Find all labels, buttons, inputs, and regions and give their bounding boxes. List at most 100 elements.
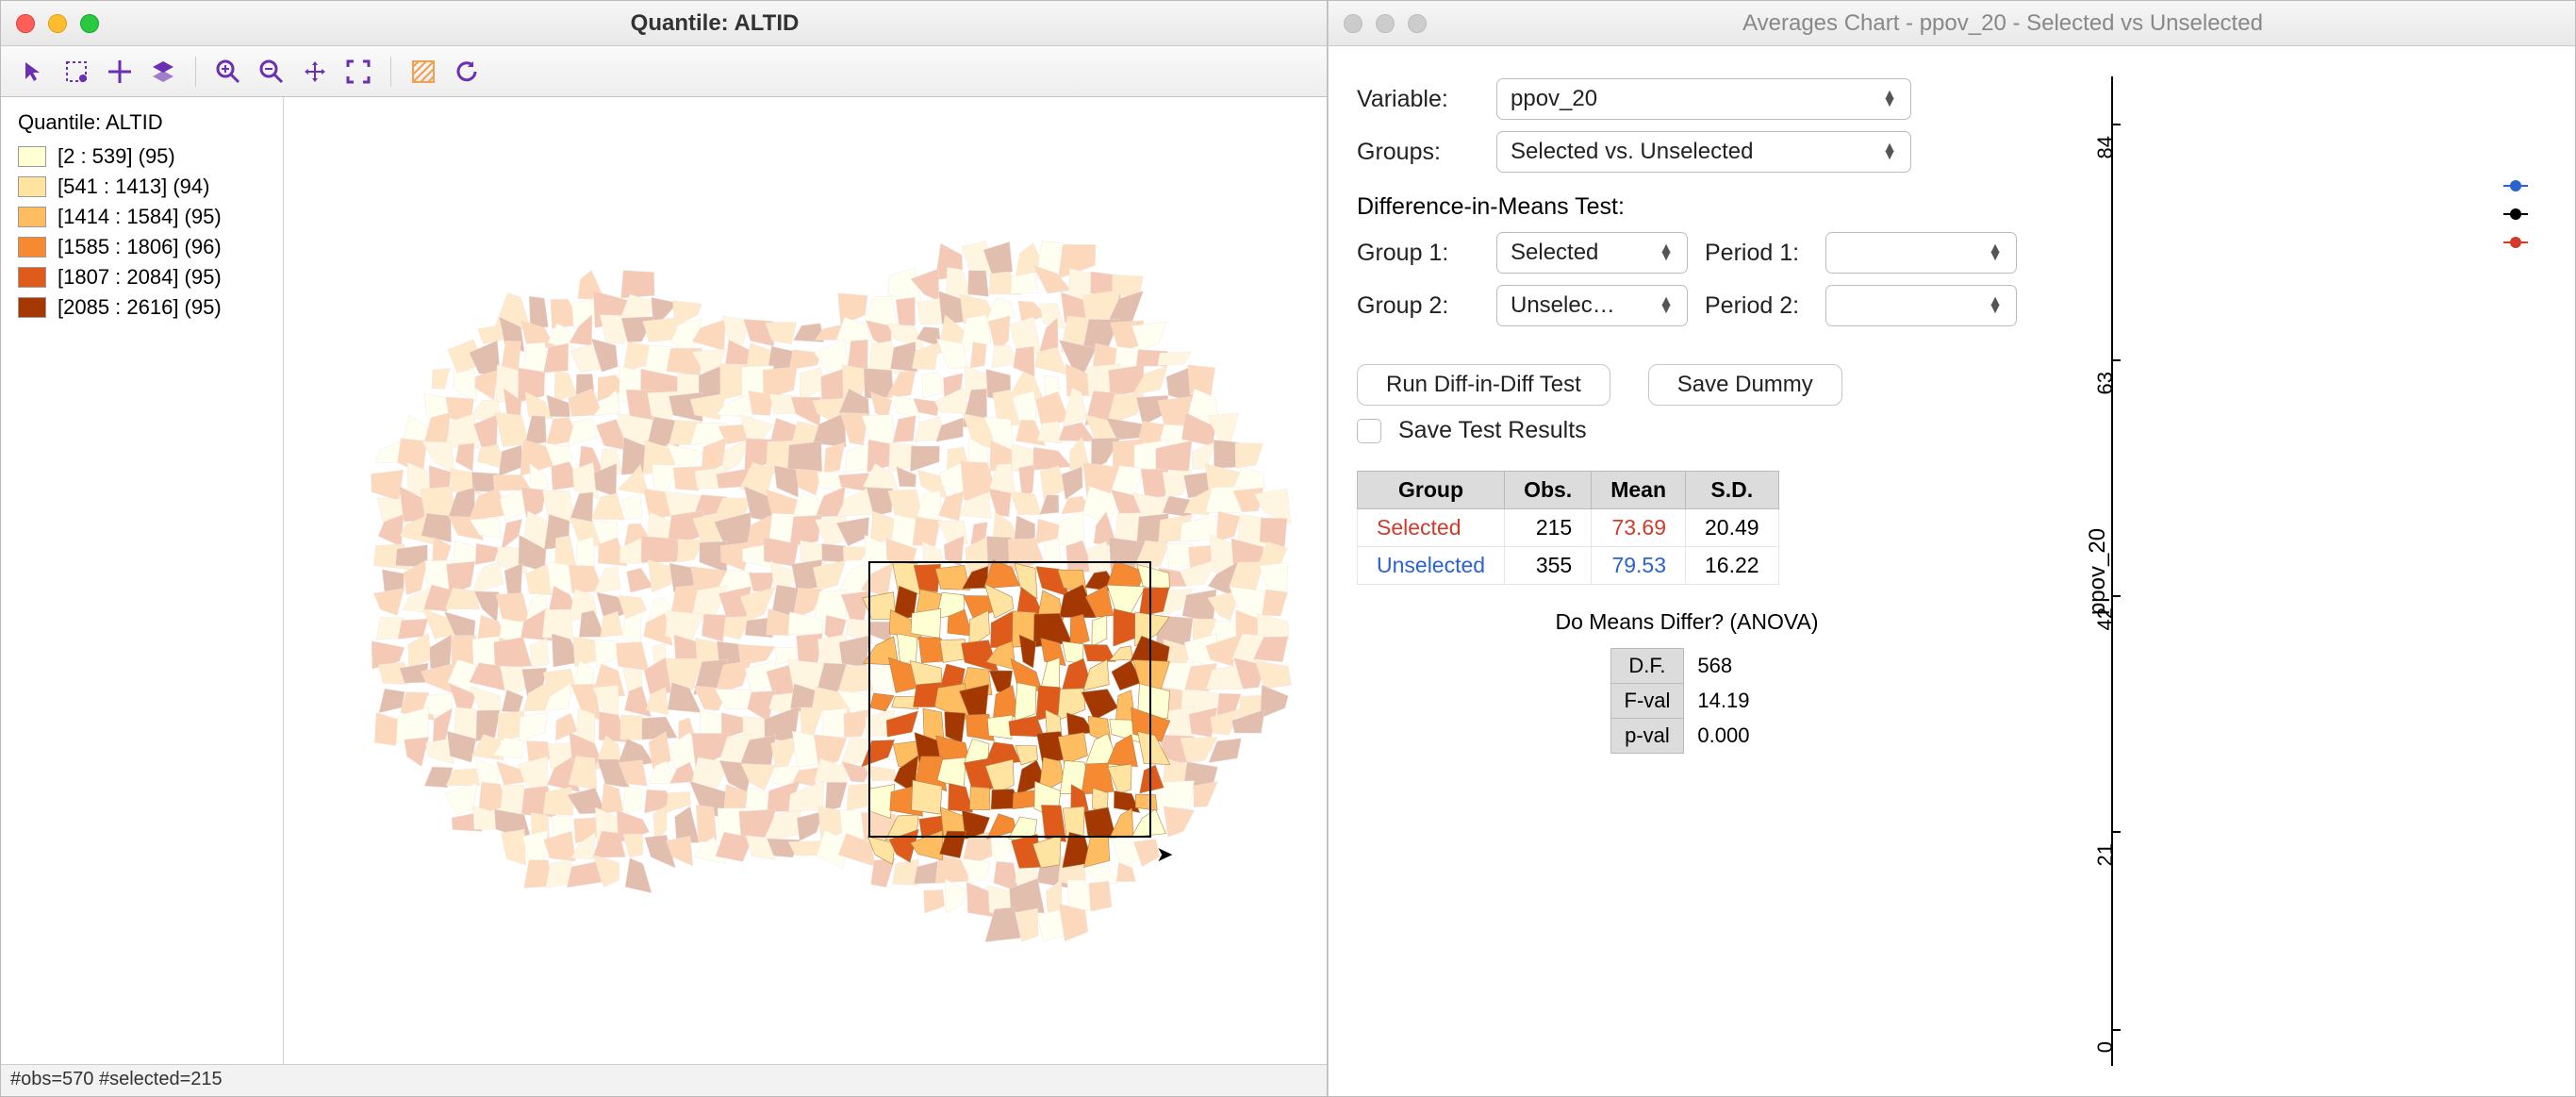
groups-label: Groups: xyxy=(1357,139,1479,166)
variable-select[interactable]: ppov_20 ▲▼ xyxy=(1496,78,1911,120)
table-row: Selected21573.6920.49 xyxy=(1358,509,1779,547)
close-icon[interactable] xyxy=(1344,14,1362,33)
save-results-label: Save Test Results xyxy=(1398,417,1587,444)
table-header: Mean xyxy=(1592,472,1686,509)
select-rect-icon[interactable] xyxy=(58,53,95,91)
legend-swatch xyxy=(18,267,46,288)
layers-icon[interactable] xyxy=(144,53,182,91)
y-tick-label: 42 xyxy=(2093,607,2118,660)
legend-label: [1414 : 1584] (95) xyxy=(58,205,222,229)
table-header: Group xyxy=(1358,472,1505,509)
save-dummy-button[interactable]: Save Dummy xyxy=(1648,364,1842,406)
status-bar: #obs=570 #selected=215 xyxy=(1,1064,1327,1096)
close-icon[interactable] xyxy=(16,14,35,33)
anova-title: Do Means Differ? (ANOVA) xyxy=(1357,609,2017,635)
anova-row: F-val14.19 xyxy=(1610,684,1763,719)
y-tick-label: 84 xyxy=(2093,136,2118,189)
window-title: Quantile: ALTID xyxy=(118,10,1312,37)
map-canvas[interactable]: ➤ xyxy=(284,97,1327,1064)
legend-row[interactable]: [1585 : 1806] (96) xyxy=(18,235,266,259)
legend-swatch xyxy=(18,237,46,258)
group2-select[interactable]: Unselec… ▲▼ xyxy=(1496,285,1688,326)
variable-label: Variable: xyxy=(1357,86,1479,113)
traffic-lights xyxy=(1344,14,1427,33)
zoom-icon[interactable] xyxy=(1408,14,1427,33)
legend-row[interactable]: [1807 : 2084] (95) xyxy=(18,265,266,290)
toolbar-separator xyxy=(390,57,391,87)
stats-table: GroupObs.MeanS.D. Selected21573.6920.49U… xyxy=(1357,471,1779,585)
legend-row[interactable]: [2085 : 2616] (95) xyxy=(18,295,266,320)
titlebar-right[interactable]: Averages Chart - ppov_20 - Selected vs U… xyxy=(1329,1,2575,46)
chevron-updown-icon: ▲▼ xyxy=(1659,245,1674,260)
legend-row[interactable]: [1414 : 1584] (95) xyxy=(18,205,266,229)
pan-icon[interactable] xyxy=(296,53,334,91)
legend-label: [2085 : 2616] (95) xyxy=(58,295,222,320)
zoom-in-icon[interactable] xyxy=(209,53,247,91)
hatch-icon[interactable] xyxy=(405,53,442,91)
chart-legend xyxy=(2503,180,2528,248)
toolbar-separator xyxy=(195,57,196,87)
legend-swatch xyxy=(18,146,46,167)
chevron-updown-icon: ▲▼ xyxy=(1882,144,1897,159)
zoom-icon[interactable] xyxy=(80,14,99,33)
group1-select[interactable]: Selected ▲▼ xyxy=(1496,232,1688,274)
y-tick-label: 21 xyxy=(2093,843,2118,896)
map-window: Quantile: ALTID xyxy=(0,0,1328,1097)
chevron-updown-icon: ▲▼ xyxy=(1988,298,2003,313)
group1-value: Selected xyxy=(1511,240,1598,266)
pointer-tool-icon[interactable] xyxy=(14,53,52,91)
legend-panel: Quantile: ALTID [2 : 539] (95) [541 : 141… xyxy=(1,97,284,1064)
legend-swatch xyxy=(18,297,46,318)
right-panel-body: Variable: ppov_20 ▲▼ Groups: Selected vs… xyxy=(1329,46,2575,1096)
window-title: Averages Chart - ppov_20 - Selected vs U… xyxy=(1445,10,2560,37)
selection-rectangle[interactable] xyxy=(868,561,1151,838)
anova-table: D.F.568F-val14.19p-val0.000 xyxy=(1610,648,1764,754)
chart-window: Averages Chart - ppov_20 - Selected vs U… xyxy=(1328,0,2576,1097)
run-diff-button[interactable]: Run Diff-in-Diff Test xyxy=(1357,364,1610,406)
legend-point xyxy=(2503,208,2528,220)
legend-label: [1585 : 1806] (96) xyxy=(58,235,222,259)
y-tick-label: 0 xyxy=(2093,1041,2118,1094)
groups-value: Selected vs. Unselected xyxy=(1511,139,1753,165)
variable-value: ppov_20 xyxy=(1511,86,1597,112)
legend-label: [1807 : 2084] (95) xyxy=(58,265,222,290)
period1-select[interactable]: ▲▼ xyxy=(1825,232,2017,274)
y-axis xyxy=(2111,76,2113,1066)
titlebar-left[interactable]: Quantile: ALTID xyxy=(1,1,1327,46)
y-tick-label: 63 xyxy=(2093,372,2118,424)
traffic-lights xyxy=(16,14,99,33)
refresh-icon[interactable] xyxy=(448,53,486,91)
legend-point xyxy=(2503,237,2528,248)
group2-value: Unselec… xyxy=(1511,292,1615,319)
zoom-out-icon[interactable] xyxy=(253,53,290,91)
fit-extent-icon[interactable] xyxy=(339,53,377,91)
minimize-icon[interactable] xyxy=(1376,14,1395,33)
dim-test-label: Difference-in-Means Test: xyxy=(1357,193,2017,221)
legend-row[interactable]: [2 : 539] (95) xyxy=(18,144,266,169)
table-header: S.D. xyxy=(1686,472,1779,509)
period2-select[interactable]: ▲▼ xyxy=(1825,285,2017,326)
table-header: Obs. xyxy=(1505,472,1592,509)
table-row: Unselected35579.5316.22 xyxy=(1358,547,1779,585)
controls-column: Variable: ppov_20 ▲▼ Groups: Selected vs… xyxy=(1357,67,2017,1075)
anova-row: D.F.568 xyxy=(1610,649,1763,684)
minimize-icon[interactable] xyxy=(48,14,67,33)
save-results-checkbox[interactable] xyxy=(1357,419,1381,443)
averages-chart: ppov_20 846342210 xyxy=(2045,67,2547,1075)
crosshair-icon[interactable] xyxy=(101,53,139,91)
chevron-updown-icon: ▲▼ xyxy=(1882,91,1897,107)
legend-label: [541 : 1413] (94) xyxy=(58,175,209,199)
chevron-updown-icon: ▲▼ xyxy=(1659,298,1674,313)
legend-title: Quantile: ALTID xyxy=(18,110,266,135)
legend-row[interactable]: [541 : 1413] (94) xyxy=(18,175,266,199)
period2-label: Period 2: xyxy=(1705,292,1808,320)
legend-point xyxy=(2503,180,2528,191)
group2-label: Group 2: xyxy=(1357,292,1479,320)
groups-select[interactable]: Selected vs. Unselected ▲▼ xyxy=(1496,131,1911,173)
chevron-updown-icon: ▲▼ xyxy=(1988,245,2003,260)
group1-label: Group 1: xyxy=(1357,240,1479,267)
cursor-icon: ➤ xyxy=(1156,842,1173,867)
y-axis-label: ppov_20 xyxy=(2085,527,2111,614)
map-area: Quantile: ALTID [2 : 539] (95) [541 : 141… xyxy=(1,97,1327,1064)
period1-label: Period 1: xyxy=(1705,240,1808,267)
